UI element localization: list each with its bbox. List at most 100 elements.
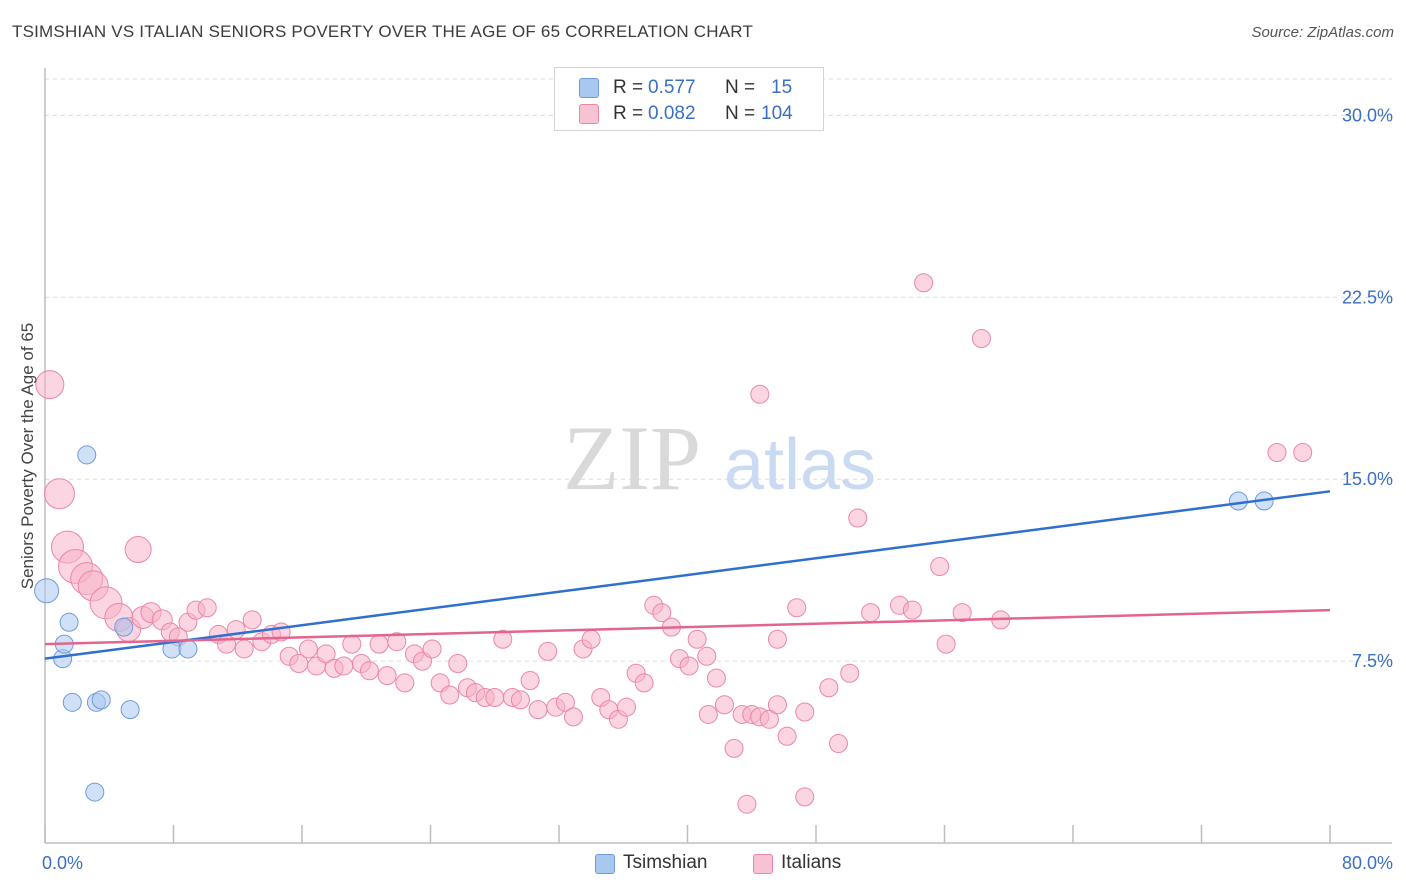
italians-point — [930, 557, 950, 577]
tsimshian-point — [62, 692, 82, 712]
tsimshian-point — [77, 445, 97, 465]
italians-point — [520, 670, 540, 690]
italians-points — [35, 273, 1313, 814]
italians-point — [581, 629, 601, 649]
tick-labels: 7.5% 15.0% 22.5% 30.0% 0.0% 80.0% — [42, 105, 1393, 873]
tsimshian-point — [114, 617, 134, 637]
italians-point — [759, 709, 779, 729]
stats-legend: R = 0.577 N = 15 R = 0.082 N = 104 — [554, 67, 824, 131]
source-credit: Source: ZipAtlas.com — [1251, 24, 1394, 41]
pink-swatch — [579, 104, 599, 124]
italians-point — [767, 629, 787, 649]
italians-point — [226, 620, 246, 640]
chart-title: TSIMSHIAN VS ITALIAN SENIORS POVERTY OVE… — [12, 22, 754, 41]
r-label: R = — [613, 103, 644, 124]
watermark-zip: ZIP — [563, 407, 701, 509]
tsimshian-point — [59, 612, 79, 632]
italians-point — [555, 692, 575, 712]
italians-point — [1267, 443, 1287, 463]
italians-point — [902, 600, 922, 620]
italians-point — [316, 644, 336, 664]
italians-point — [359, 661, 379, 681]
italians-point — [634, 673, 654, 693]
stats-row-tsimshian: R = 0.577 N = 15 — [555, 75, 823, 101]
italians-point — [234, 639, 254, 659]
italians-point — [971, 329, 991, 349]
italians-point — [298, 639, 318, 659]
italians-point — [1293, 443, 1313, 463]
italians-point — [697, 646, 717, 666]
italians-point — [819, 678, 839, 698]
legend-label: Tsimshian — [623, 852, 708, 873]
tsimshian-point — [1228, 491, 1248, 511]
tsimshian-point — [34, 578, 60, 604]
italians-point — [485, 687, 505, 707]
watermark: ZIP atlas — [563, 407, 876, 509]
italians-point — [395, 673, 415, 693]
gridlines — [45, 78, 1392, 662]
italians-point — [422, 639, 442, 659]
italians-point — [493, 629, 513, 649]
italians-point — [861, 603, 881, 623]
italians-point — [528, 700, 548, 720]
italians-point — [197, 598, 217, 618]
italians-point — [387, 632, 407, 652]
legend-label: Italians — [781, 852, 842, 873]
y-axis-label: Seniors Poverty Over the Age of 65 — [18, 323, 37, 589]
n-label: N = — [725, 77, 756, 98]
italians-point — [377, 666, 397, 686]
blue-swatch — [579, 78, 599, 98]
italians-point — [840, 663, 860, 683]
italians-point — [706, 668, 726, 688]
italians-point — [369, 634, 389, 654]
y-tick-label: 30.0% — [1342, 105, 1393, 125]
italians-point — [848, 508, 868, 528]
r-value: 0.577 — [648, 77, 696, 98]
blue-swatch — [595, 854, 615, 874]
r-label: R = — [613, 77, 644, 98]
tsimshian-point — [91, 690, 111, 710]
italians-point — [750, 384, 770, 404]
italians-point — [914, 273, 934, 293]
italians-point — [616, 697, 636, 717]
italians-point — [795, 702, 815, 722]
italians-point — [510, 690, 530, 710]
series-legend: Tsimshian Italians — [0, 852, 1406, 878]
n-value: 104 — [761, 103, 793, 124]
italians-point — [43, 478, 75, 510]
italians-point — [952, 603, 972, 623]
italians-point — [679, 656, 699, 676]
italians-point — [737, 794, 757, 814]
n-label: N = — [725, 103, 756, 124]
n-value: 15 — [771, 77, 793, 98]
italians-point — [563, 707, 583, 727]
italians-point — [795, 787, 815, 807]
r-value: 0.082 — [648, 103, 696, 124]
x-tick-label-max: 80.0% — [1342, 853, 1393, 873]
italians-point — [936, 634, 956, 654]
x-tick-label-min: 0.0% — [42, 853, 83, 873]
tsimshian-point — [178, 639, 198, 659]
italians-point — [698, 704, 718, 724]
y-tick-label: 15.0% — [1342, 469, 1393, 489]
italians-point — [828, 734, 848, 754]
italians-point — [124, 536, 152, 564]
y-tick-label: 7.5% — [1352, 651, 1393, 671]
italians-point — [714, 695, 734, 715]
stats-row-italians: R = 0.082 N = 104 — [555, 101, 823, 127]
italians-point — [724, 738, 744, 758]
italians-point — [767, 695, 787, 715]
italians-point — [448, 654, 468, 674]
axes — [44, 68, 1392, 844]
tsimshian-point — [120, 700, 140, 720]
tsimshian-point — [85, 782, 105, 802]
italians-point — [652, 603, 672, 623]
italians-point — [787, 598, 807, 618]
italians-point — [538, 641, 558, 661]
italians-point — [334, 656, 354, 676]
italians-point — [342, 634, 362, 654]
pink-swatch — [753, 854, 773, 874]
italians-point — [242, 610, 262, 630]
italians-trend-line — [44, 608, 1331, 646]
